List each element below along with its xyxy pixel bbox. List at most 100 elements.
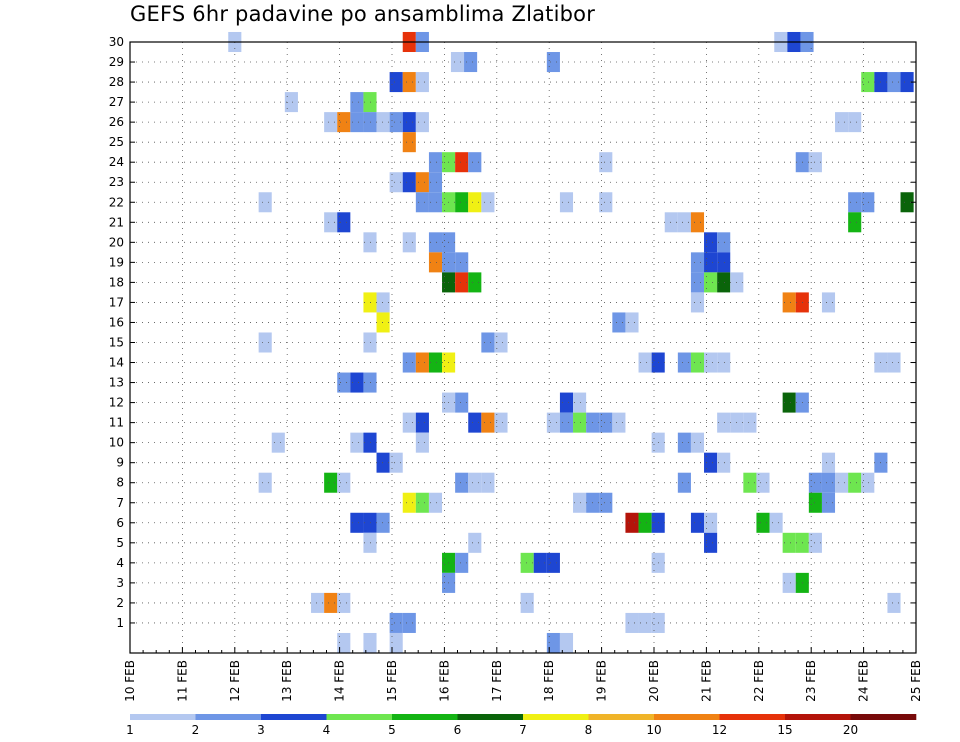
heatmap-cell [363, 532, 377, 553]
heatmap-cell [546, 632, 560, 653]
colorbar-swatch [785, 714, 851, 720]
heatmap-cell [415, 492, 429, 513]
x-axis: 10 FEB 11 FEB 12 FEB 13 FEB 14 FEB 15 FEB 16 F… [123, 647, 923, 702]
y-tick-label: 22 [109, 195, 124, 209]
heatmap-cell [559, 412, 574, 433]
heatmap-cell [464, 52, 478, 73]
heatmap-cell [428, 492, 443, 513]
heatmap-cell [337, 212, 351, 233]
heatmap-cell [546, 52, 560, 73]
heatmap-cell [704, 272, 718, 293]
heatmap-cell [415, 192, 429, 213]
heatmap-cell [559, 392, 574, 413]
heatmap-cell [704, 532, 718, 553]
heatmap-cell [455, 272, 469, 293]
heatmap-cell [533, 552, 547, 573]
x-tick-label: 22 FEB [752, 660, 766, 702]
heatmap-cell [848, 112, 862, 133]
heatmap-cell [677, 352, 691, 373]
y-tick-label: 7 [116, 496, 124, 510]
heatmap-cell [468, 272, 482, 293]
heatmap-cell [573, 492, 587, 513]
heatmap-cell [717, 452, 731, 473]
y-tick-label: 17 [109, 295, 124, 309]
y-tick-label: 30 [109, 35, 124, 49]
heatmap-cell [337, 112, 351, 133]
heatmap-cell [402, 412, 416, 433]
y-tick-label: 10 [109, 436, 124, 450]
heatmap-cell [887, 592, 901, 613]
heatmap-cell [599, 412, 613, 433]
heatmap-cell [455, 552, 469, 573]
heatmap-cell [625, 312, 639, 333]
colorbar-label: 8 [585, 723, 593, 737]
heatmap-cell [546, 552, 560, 573]
y-tick-label: 29 [109, 55, 124, 69]
x-tick-label: 18 FEB [542, 660, 556, 702]
heatmap-cell [848, 192, 862, 213]
heatmap-cell [677, 212, 691, 233]
heatmap-cell [756, 472, 770, 493]
colorbar-swatch [523, 714, 589, 720]
heatmap-cell [389, 452, 403, 473]
heatmap-cell [887, 352, 901, 373]
heatmap-cell [494, 332, 508, 353]
heatmap-cell [690, 512, 705, 533]
heatmap-cell [690, 352, 705, 373]
heatmap-cell [284, 92, 298, 113]
heatmap-cell [428, 232, 443, 253]
heatmap-cell [743, 412, 757, 433]
heatmap-cell [376, 112, 390, 133]
heatmap-cell [468, 532, 482, 553]
colorbar-swatch [392, 714, 458, 720]
x-tick-label: 17 FEB [490, 660, 504, 702]
colorbar-swatch [130, 714, 196, 720]
heatmap-cell [402, 132, 416, 153]
heatmap-cell [717, 232, 731, 253]
y-tick-label: 3 [116, 576, 124, 590]
heatmap-cell [612, 412, 626, 433]
heatmap-cell [337, 632, 351, 653]
heatmap-cell [258, 472, 272, 493]
heatmap-cell [415, 352, 429, 373]
x-tick-label: 11 FEB [175, 660, 189, 702]
heatmap-cell [690, 252, 705, 273]
y-tick-label: 12 [109, 396, 124, 410]
heatmap-cell [376, 452, 390, 473]
colorbar-label: 7 [519, 723, 527, 737]
heatmap-cell [324, 592, 338, 613]
heatmap-cell [428, 172, 443, 193]
heatmap-cell [455, 472, 469, 493]
heatmap-cell [808, 152, 822, 173]
heatmap-cell [704, 352, 718, 373]
heatmap-cell [573, 392, 587, 413]
y-tick-label: 11 [109, 416, 124, 430]
grid-lines [130, 41, 916, 653]
x-tick-label: 25 FEB [909, 660, 923, 702]
heatmap-cell [625, 612, 639, 633]
y-tick-label: 26 [109, 115, 124, 129]
heatmap-cell [808, 472, 822, 493]
y-tick-label: 16 [109, 315, 124, 329]
heatmap-cell [704, 252, 718, 273]
colorbar: 1 2 3 4 5 6 7 8 10 12 15 20 [126, 714, 917, 737]
heatmap-cell [612, 312, 626, 333]
heatmap-cell [690, 432, 705, 453]
heatmap-cell [782, 572, 796, 593]
y-tick-label: 23 [109, 175, 124, 189]
heatmap-cell [428, 152, 443, 173]
heatmap-cell [350, 512, 364, 533]
heatmap-cell [415, 432, 429, 453]
heatmap-cell [363, 112, 377, 133]
heatmap-cell [638, 512, 652, 533]
colorbar-swatch [326, 714, 393, 720]
heatmap-cell [324, 112, 338, 133]
heatmap-cell [848, 472, 862, 493]
x-tick-label: 23 FEB [804, 660, 818, 702]
heatmap-cell [481, 412, 495, 433]
colorbar-label: 20 [843, 723, 858, 737]
x-tick-label: 20 FEB [647, 660, 661, 702]
x-tick-label: 13 FEB [280, 660, 294, 702]
heatmap-cell [704, 452, 718, 473]
